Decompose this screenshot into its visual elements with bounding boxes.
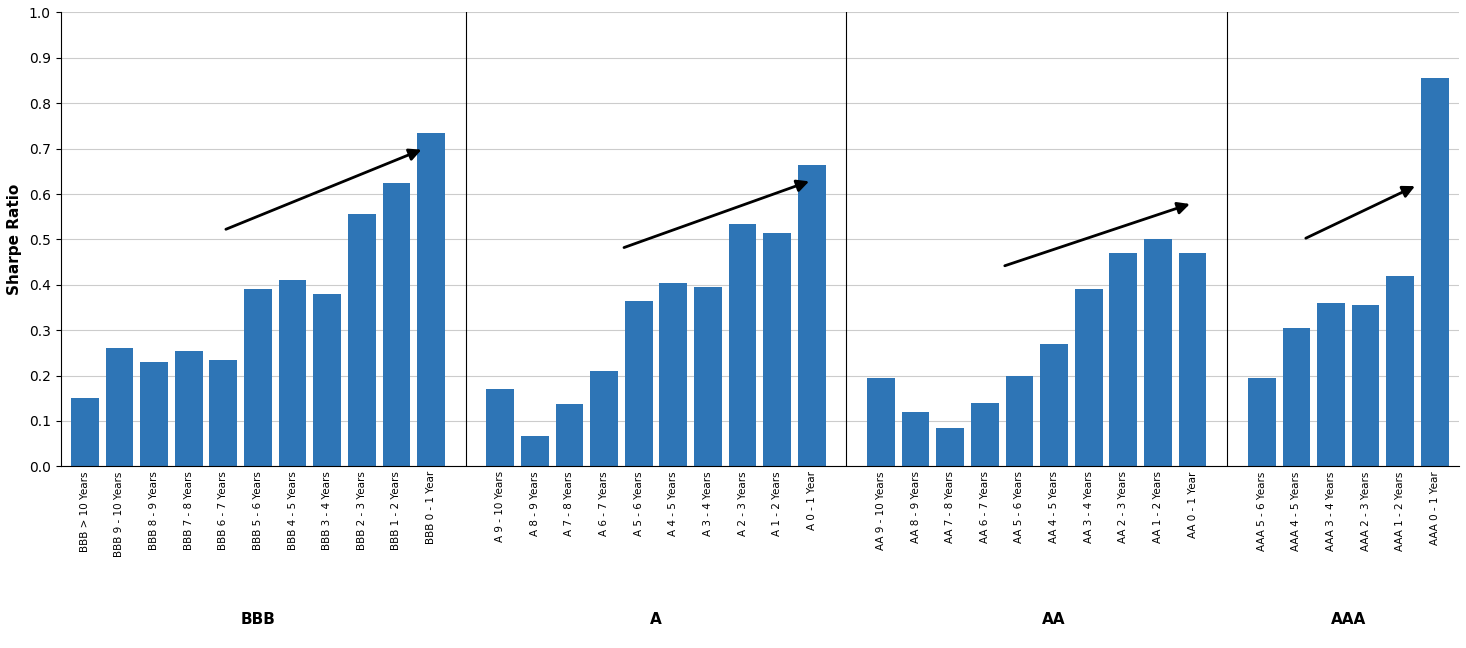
Bar <box>279 281 306 467</box>
Bar <box>556 404 583 467</box>
Bar <box>243 290 271 467</box>
Bar <box>1283 328 1311 467</box>
Text: BBB: BBB <box>240 612 276 627</box>
Bar <box>70 399 98 467</box>
Bar <box>1179 253 1207 467</box>
Y-axis label: Sharpe Ratio: Sharpe Ratio <box>7 184 22 295</box>
Text: AAA: AAA <box>1331 612 1366 627</box>
Bar <box>591 371 617 467</box>
Bar <box>625 301 652 467</box>
Bar <box>970 403 998 467</box>
Bar <box>729 224 756 467</box>
Text: AA: AA <box>1042 612 1066 627</box>
Bar <box>1006 376 1034 467</box>
Bar <box>1248 378 1275 467</box>
Bar <box>1387 276 1415 467</box>
Bar <box>1075 290 1102 467</box>
Bar <box>347 214 375 467</box>
Bar <box>418 133 444 467</box>
Bar <box>174 351 202 467</box>
Bar <box>798 165 825 467</box>
Bar <box>314 294 342 467</box>
Bar <box>868 378 894 467</box>
Bar <box>1352 305 1380 467</box>
Bar <box>520 435 548 467</box>
Bar <box>1110 253 1138 467</box>
Bar <box>1421 78 1448 467</box>
Bar <box>937 428 965 467</box>
Bar <box>106 349 133 467</box>
Bar <box>141 362 169 467</box>
Bar <box>1143 239 1171 467</box>
Text: A: A <box>649 612 661 627</box>
Bar <box>1041 344 1067 467</box>
Bar <box>383 183 410 467</box>
Bar <box>693 287 721 467</box>
Bar <box>660 283 688 467</box>
Bar <box>764 233 792 467</box>
Bar <box>1316 303 1344 467</box>
Bar <box>902 412 929 467</box>
Bar <box>210 360 237 467</box>
Bar <box>487 389 515 467</box>
